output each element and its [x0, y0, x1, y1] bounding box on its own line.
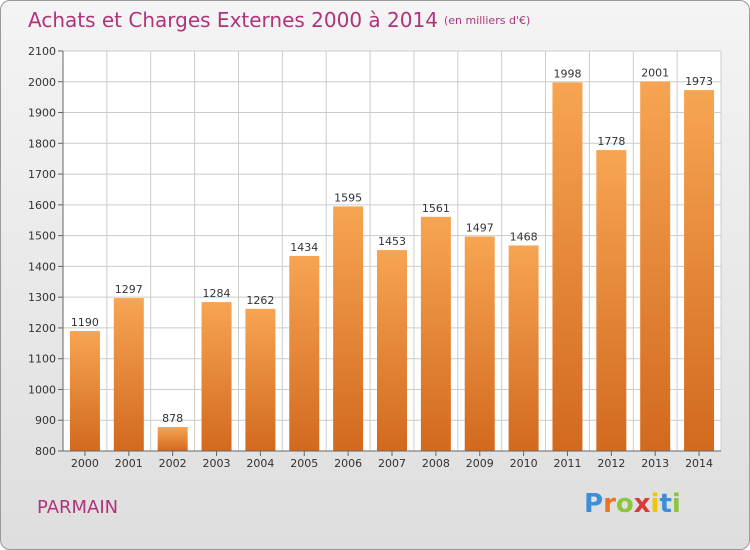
- y-tick-label: 1900: [28, 107, 56, 120]
- y-tick-label: 1500: [28, 230, 56, 243]
- bar: [113, 298, 144, 451]
- data-label: 1284: [203, 287, 231, 300]
- y-tick-label: 1700: [28, 168, 56, 181]
- x-tick-label: 2011: [553, 457, 581, 470]
- x-tick-label: 2013: [641, 457, 669, 470]
- data-label: 878: [162, 412, 183, 425]
- y-tick-label: 1600: [28, 199, 56, 212]
- y-tick-label: 800: [35, 445, 56, 458]
- y-tick-label: 1200: [28, 322, 56, 335]
- y-tick-label: 1400: [28, 260, 56, 273]
- unit-label: (en milliers d'€): [443, 14, 531, 27]
- y-tick-label: 2100: [28, 45, 56, 58]
- logo-letter: P: [584, 489, 604, 519]
- x-tick-label: 2009: [466, 457, 494, 470]
- y-tick-label: 2000: [28, 76, 56, 89]
- bar: [640, 81, 671, 451]
- x-tick-label: 2012: [597, 457, 625, 470]
- data-label: 1453: [378, 235, 406, 248]
- data-label: 1497: [466, 222, 494, 235]
- title-text: Achats et Charges Externes 2000 à 2014: [28, 8, 438, 32]
- x-tick-label: 2003: [203, 457, 231, 470]
- logo-letter: t: [659, 489, 672, 519]
- proxiti-logo: Proxiti: [584, 489, 681, 519]
- bar: [552, 82, 583, 451]
- data-label: 1973: [685, 75, 713, 88]
- bar: [201, 302, 232, 451]
- bar: [289, 255, 320, 451]
- x-tick-label: 2002: [159, 457, 187, 470]
- x-tick-label: 2014: [685, 457, 713, 470]
- y-tick-label: 900: [35, 414, 56, 427]
- bar: [684, 90, 715, 452]
- logo-letter: r: [603, 489, 616, 519]
- y-tick-label: 1000: [28, 383, 56, 396]
- data-label: 1262: [246, 294, 274, 307]
- bar: [596, 150, 627, 452]
- logo-letter: x: [633, 489, 651, 519]
- commune-name: PARMAIN: [37, 497, 119, 518]
- chart-title: Achats et Charges Externes 2000 à 2014 (e…: [28, 8, 530, 32]
- data-label: 1561: [422, 202, 450, 215]
- bar: [464, 236, 495, 451]
- x-tick-label: 2008: [422, 457, 450, 470]
- x-tick-label: 2001: [115, 457, 143, 470]
- data-label: 1778: [597, 135, 625, 148]
- data-label: 1190: [71, 316, 99, 329]
- data-label: 1998: [553, 67, 581, 80]
- data-label: 2001: [641, 66, 669, 79]
- logo-letter: i: [650, 489, 660, 519]
- x-tick-label: 2010: [510, 457, 538, 470]
- data-label: 1595: [334, 191, 362, 204]
- bar: [69, 331, 100, 451]
- y-tick-label: 1100: [28, 353, 56, 366]
- data-label: 1434: [290, 241, 318, 254]
- logo-letter: o: [615, 489, 634, 519]
- y-tick-label: 1800: [28, 137, 56, 150]
- bar: [508, 245, 539, 451]
- data-label: 1468: [510, 230, 538, 243]
- bar: [420, 216, 451, 451]
- bar: [333, 206, 364, 451]
- x-tick-label: 2006: [334, 457, 362, 470]
- x-tick-label: 2007: [378, 457, 406, 470]
- x-tick-label: 2000: [71, 457, 99, 470]
- logo-letter: i: [671, 489, 681, 519]
- data-label: 1297: [115, 283, 143, 296]
- bar: [245, 308, 276, 451]
- x-tick-label: 2005: [290, 457, 318, 470]
- bar: [157, 427, 188, 451]
- x-tick-label: 2004: [246, 457, 274, 470]
- bar: [377, 250, 407, 451]
- y-tick-label: 1300: [28, 291, 56, 304]
